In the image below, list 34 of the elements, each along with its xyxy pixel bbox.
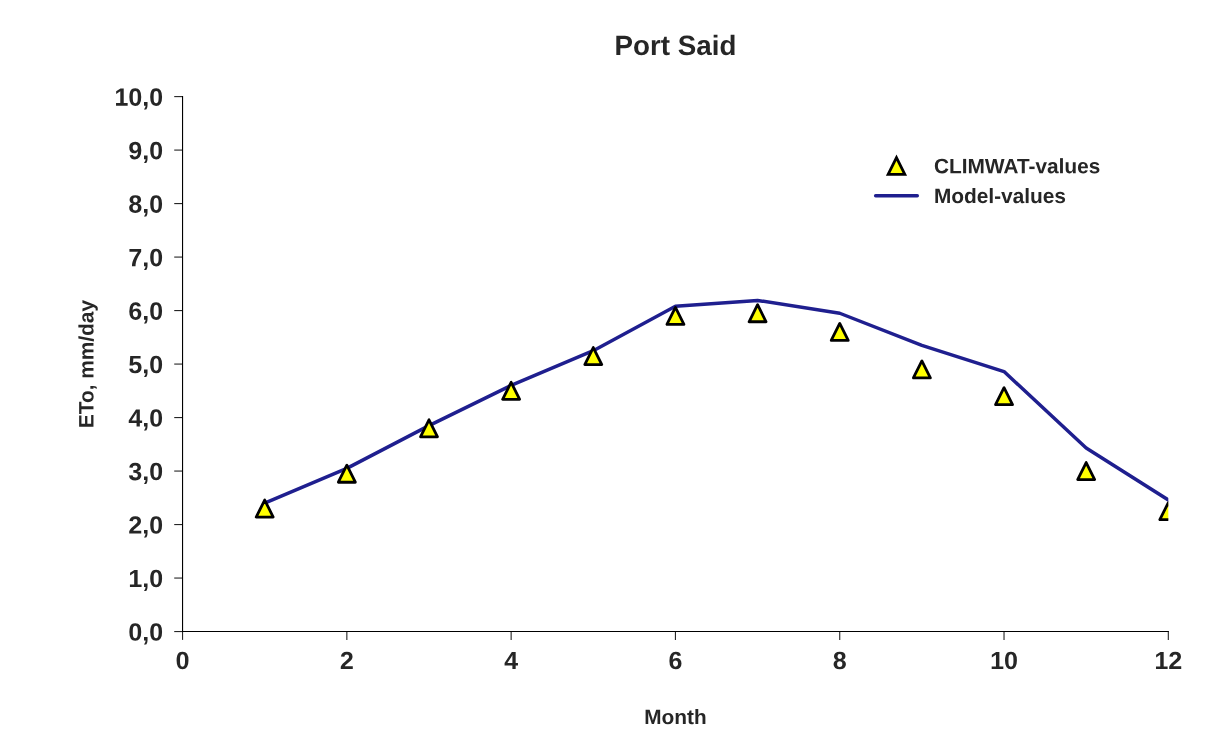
y-tick-label: 9,0 [129, 141, 163, 164]
point [336, 463, 357, 484]
y-tick-label: 4,0 [128, 409, 163, 431]
point [665, 306, 686, 326]
x-tick-label: 4 [504, 651, 518, 670]
x-tick-label: 0 [176, 651, 189, 670]
x-tick-label: 12 [1155, 651, 1182, 670]
point [1076, 461, 1097, 481]
x-tick-label: 8 [833, 651, 846, 670]
y-tick-label: 5,0 [129, 355, 163, 377]
x-tick-label: 6 [669, 651, 682, 670]
point [419, 418, 439, 439]
x-tick-label: 2 [340, 651, 353, 670]
y-tick-label: 8,0 [129, 195, 163, 217]
y-axis-title: ETo, mm/day [78, 300, 98, 427]
chart-title: Port Said [616, 34, 735, 56]
x-tick-label: 10 [991, 651, 1017, 670]
point [911, 359, 932, 380]
point [994, 386, 1014, 407]
point [254, 498, 275, 519]
y-tick-label: 2,0 [129, 516, 163, 538]
y-tick-label: 1,0 [129, 569, 163, 591]
y-tick-label: 3,0 [128, 462, 163, 484]
point [829, 322, 850, 342]
legend-label: Model-values [935, 187, 1066, 204]
y-tick-label: 7,0 [129, 248, 163, 271]
point [501, 380, 522, 401]
point [747, 303, 768, 324]
y-tick-label: 6,0 [129, 302, 163, 324]
y-tick-label: 0,0 [129, 623, 163, 645]
point [583, 346, 604, 366]
legend-label: CLIMWAT-values [934, 158, 1100, 174]
y-tick-label: 10,0 [116, 88, 163, 110]
x-axis-title: Month [645, 709, 706, 725]
